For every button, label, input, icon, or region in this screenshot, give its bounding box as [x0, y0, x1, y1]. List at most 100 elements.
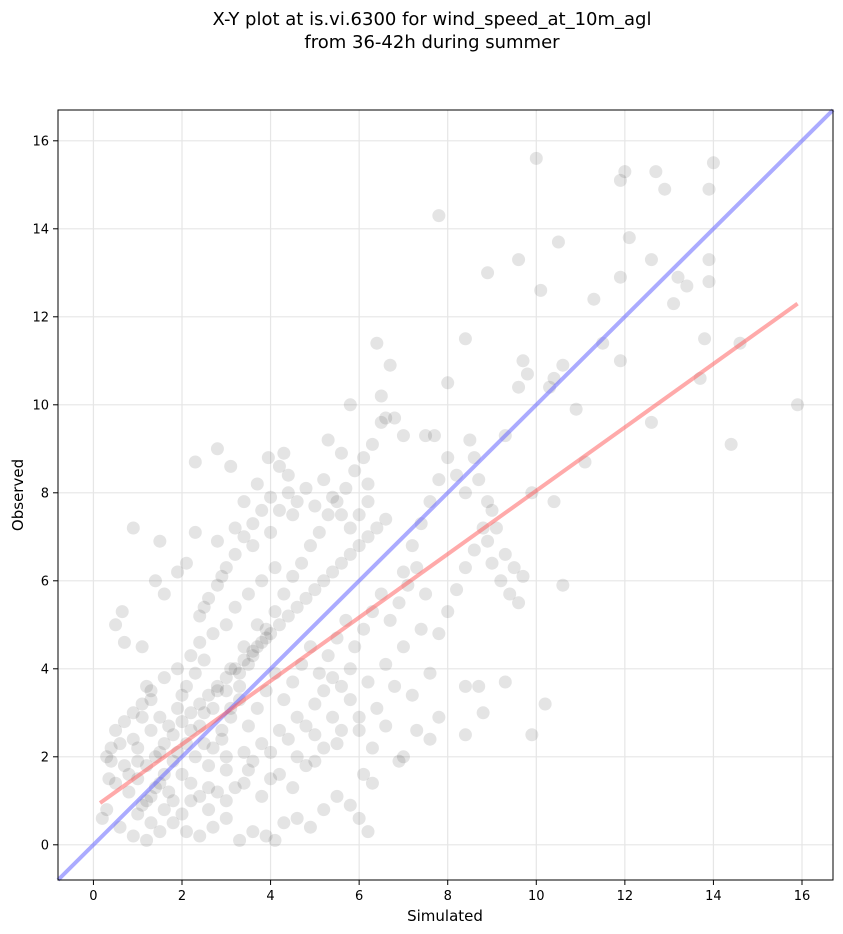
scatter-point: [166, 794, 180, 808]
scatter-point: [115, 605, 129, 619]
scatter-point: [290, 710, 304, 724]
scatter-point: [219, 618, 233, 632]
scatter-point: [379, 657, 393, 671]
scatter-point: [241, 657, 255, 671]
scatter-point: [157, 671, 171, 685]
scatter-point: [396, 750, 410, 764]
scatter-point: [131, 741, 145, 755]
scatter-point: [308, 728, 322, 742]
scatter-point: [206, 627, 220, 641]
scatter-point: [538, 697, 552, 711]
scatter-point: [261, 451, 275, 465]
scatter-point: [109, 723, 123, 737]
scatter-point: [450, 583, 464, 597]
scatter-point: [210, 785, 224, 799]
scatter-point: [326, 671, 340, 685]
scatter-point: [644, 415, 658, 429]
scatter-point: [361, 495, 375, 509]
scatter-point: [144, 723, 158, 737]
scatter-point: [503, 587, 517, 601]
scatter-point: [246, 825, 260, 839]
scatter-point: [383, 358, 397, 372]
scatter-point: [117, 635, 131, 649]
scatter-point: [202, 781, 216, 795]
scatter-point: [157, 587, 171, 601]
scatter-point: [241, 763, 255, 777]
scatter-point: [250, 701, 264, 715]
scatter-point: [250, 640, 264, 654]
scatter-point: [215, 732, 229, 746]
scatter-point: [215, 723, 229, 737]
y-axis-label: Observed: [9, 459, 27, 531]
scatter-point: [175, 767, 189, 781]
scatter-point: [113, 737, 127, 751]
y-tick-label: 10: [32, 398, 49, 413]
scatter-point: [264, 745, 278, 759]
scatter-point: [392, 754, 406, 768]
scatter-point: [481, 266, 495, 280]
scatter-point: [290, 811, 304, 825]
scatter-point: [379, 719, 393, 733]
scatter-point: [396, 429, 410, 443]
scatter-point: [290, 600, 304, 614]
scatter-point: [498, 547, 512, 561]
scatter-point: [193, 789, 207, 803]
scatter-point: [272, 503, 286, 517]
scatter-point: [219, 763, 233, 777]
scatter-point: [472, 679, 486, 693]
scatter-point: [281, 486, 295, 500]
scatter-point: [392, 596, 406, 610]
scatter-point: [140, 833, 154, 847]
regression-line: [98, 301, 799, 805]
scatter-point: [277, 587, 291, 601]
scatter-point: [365, 437, 379, 451]
scatter-point: [126, 829, 140, 843]
scatter-point: [441, 451, 455, 465]
scatter-point: [272, 618, 286, 632]
scatter-point: [357, 451, 371, 465]
scatter-point: [481, 534, 495, 548]
scatter-point: [219, 671, 233, 685]
scatter-point: [303, 820, 317, 834]
scatter-point: [423, 666, 437, 680]
scatter-point: [405, 688, 419, 702]
reference-lines: [56, 108, 835, 882]
scatter-point: [264, 525, 278, 539]
scatter-point: [228, 547, 242, 561]
x-tick-label: 14: [705, 889, 722, 904]
scatter-point: [507, 561, 521, 575]
scatter-point: [317, 684, 331, 698]
scatter-point: [618, 165, 632, 179]
scatter-point: [210, 679, 224, 693]
y-tick-label: 2: [41, 750, 49, 765]
scatter-point: [396, 640, 410, 654]
scatter-point: [334, 679, 348, 693]
scatter-point: [512, 380, 526, 394]
scatter-point: [224, 662, 238, 676]
scatter-point: [352, 710, 366, 724]
scatter-point: [321, 508, 335, 522]
scatter-point: [144, 816, 158, 830]
scatter-point: [184, 776, 198, 790]
scatter-point: [419, 429, 433, 443]
scatter-point: [485, 556, 499, 570]
scatter-point: [219, 561, 233, 575]
scatter-point: [268, 605, 282, 619]
scatter-point: [414, 622, 428, 636]
y-tick-label: 8: [41, 486, 49, 501]
scatter-point: [299, 759, 313, 773]
scatter-point: [388, 411, 402, 425]
scatter-point: [312, 666, 326, 680]
scatter-point: [122, 785, 136, 799]
scatter-point: [255, 574, 269, 588]
scatter-point: [100, 750, 114, 764]
scatter-point: [162, 785, 176, 799]
scatter-point: [264, 490, 278, 504]
scatter-point: [135, 710, 149, 724]
scatter-point: [348, 464, 362, 478]
scatter-point: [467, 543, 481, 557]
scatter-point: [308, 754, 322, 768]
scatter-point: [171, 662, 185, 676]
scatter-point: [126, 732, 140, 746]
